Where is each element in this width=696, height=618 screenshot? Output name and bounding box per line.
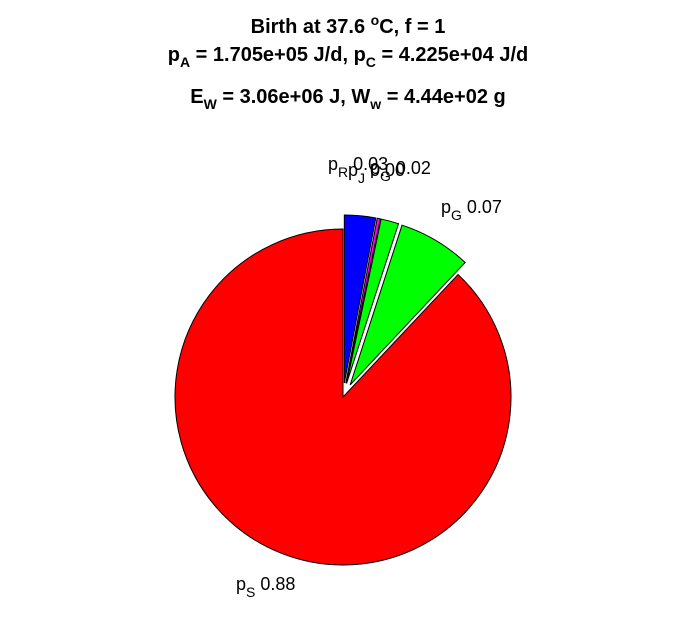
title-line-2: pA = 1.705e+05 J/d, pC = 4.225e+04 J/d xyxy=(167,44,529,70)
title-line-3: EW = 3.06e+06 J, Ww = 4.44e+02 g xyxy=(190,86,506,112)
pie-label-3: pG 0.07 xyxy=(441,197,502,223)
pie-slice-pG-3 xyxy=(349,224,466,386)
pie-slice-pS-4 xyxy=(174,228,512,566)
pie-label-4: pS 0.88 xyxy=(236,574,295,600)
pie-label-1: pJ 0.00 xyxy=(348,160,405,186)
title-line-1: Birth at 37.6 oC, f = 1 xyxy=(250,12,446,38)
pie-slices xyxy=(174,214,512,566)
pie-slice-pG-2 xyxy=(346,218,400,384)
pie-slice-pR-0 xyxy=(343,214,377,384)
pie-label-2: pG 0.02 xyxy=(370,158,431,184)
pie-label-0: pR 0.03 xyxy=(328,154,388,180)
pie-slice-pJ-1 xyxy=(345,217,381,384)
